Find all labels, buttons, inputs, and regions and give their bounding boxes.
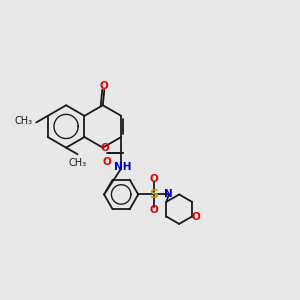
Text: O: O bbox=[191, 212, 200, 221]
Text: O: O bbox=[149, 174, 158, 184]
Text: S: S bbox=[149, 188, 158, 201]
Text: O: O bbox=[149, 205, 158, 215]
Text: O: O bbox=[101, 142, 110, 153]
Text: O: O bbox=[100, 82, 109, 92]
Text: NH: NH bbox=[114, 162, 131, 172]
Text: O: O bbox=[103, 158, 111, 167]
Text: N: N bbox=[164, 190, 173, 200]
Text: CH₃: CH₃ bbox=[15, 116, 33, 126]
Text: CH₃: CH₃ bbox=[68, 158, 87, 168]
